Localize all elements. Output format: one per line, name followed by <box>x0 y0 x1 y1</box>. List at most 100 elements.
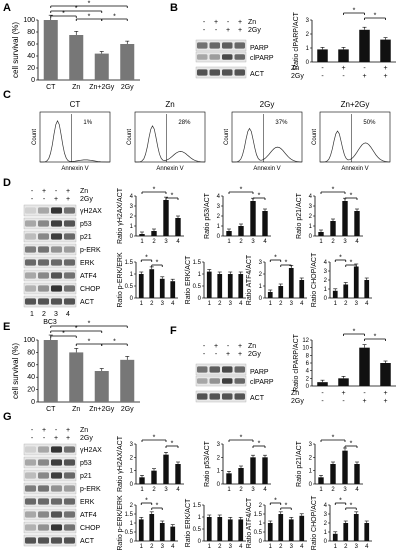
G-xlabel-c5-1: 1 <box>208 544 212 550</box>
D-blot-2-band-3 <box>51 220 62 227</box>
G-bar-c3-1 <box>318 477 324 484</box>
B-parp-band-3 <box>222 42 233 49</box>
B-parp-band-2 <box>209 42 220 49</box>
D-bar-c2-3 <box>250 201 256 236</box>
G-band-label-3: p21 <box>80 473 92 480</box>
D-blot-6-band-2 <box>38 272 49 279</box>
D-bar-c7-3 <box>353 266 359 298</box>
G-bar-c3-3 <box>342 450 348 484</box>
B-chart-sign-2-2: - <box>342 73 345 80</box>
G-sign-2-4: + <box>66 435 70 442</box>
D-bar-c7-2 <box>343 284 349 298</box>
E-bar-e-4 <box>120 359 135 402</box>
F-treat-label-1: Zn <box>248 343 256 350</box>
G-sign-1-4: + <box>66 427 70 434</box>
G-ytick-label-c3-2: 2 <box>309 455 313 461</box>
D-bar-c6-4 <box>299 280 305 298</box>
G-blot-4-membrane <box>23 482 77 495</box>
panel-label-E: E <box>3 321 10 333</box>
F-bar-f-1 <box>317 382 328 386</box>
D-xlabel-c4-4: 4 <box>171 301 175 307</box>
G-blot-7-band-2 <box>38 524 49 531</box>
G-blot-2-band-2 <box>38 459 49 466</box>
A-xlabel-a-3: Zn+2Gy <box>89 84 115 91</box>
B-sign-2-1: - <box>203 27 206 34</box>
A-ytick-label-a-4: 80 <box>27 29 35 36</box>
G-xlabel-c1-1: 1 <box>140 487 144 493</box>
D-sign-2-3: + <box>54 196 58 203</box>
G-blot-2-band-1 <box>25 459 36 466</box>
D-sig-2-a-star: * <box>240 187 243 194</box>
G-bar-c6-4 <box>299 515 305 541</box>
G-ytick-label-c2-0: 0 <box>217 482 221 488</box>
D-bar-c3-2 <box>330 221 336 236</box>
G-blot-5-band-3 <box>51 498 62 505</box>
G-blot-3-membrane <box>23 469 77 482</box>
A-xlabel-a-4: 2Gy <box>121 84 134 91</box>
G-ytick-label-c1-0: 0 <box>130 482 134 488</box>
G-ytick-label-c5-3: 1.5 <box>193 503 202 509</box>
G-band-label-2: p53 <box>80 460 92 467</box>
F-act-band-1 <box>197 393 208 400</box>
G-ytick-label-c4-0: 0 <box>130 539 134 545</box>
D-ytick-label-c5-0: 0 <box>198 296 202 302</box>
G-xlabel-c3-2: 2 <box>331 487 335 493</box>
D-ytick-label-c7-0: 0 <box>324 296 328 302</box>
B-chart-sign-1-4: + <box>383 65 387 72</box>
D-cell-line: BC3 <box>43 319 57 326</box>
D-bar-c1-1 <box>139 234 145 236</box>
C-ylabel-3: Count <box>224 129 230 145</box>
B-parp-membrane <box>195 39 247 52</box>
E-ytick-label-e-1: 20 <box>27 387 35 394</box>
G-blot-7-band-1 <box>25 524 36 531</box>
B-sign-1-3: - <box>227 19 230 26</box>
G-xlabel-c2-3: 3 <box>251 487 255 493</box>
G-blot-8-band-3 <box>51 537 62 544</box>
F-clparp-membrane <box>195 375 247 387</box>
G-xlabel-c3-1: 1 <box>319 487 323 493</box>
G-treat-label-1: Zn <box>80 427 88 434</box>
G-blot-7-band-3 <box>51 524 62 531</box>
G-band-label-7: CHOP <box>80 525 101 532</box>
B-chart-sign-2-3: + <box>362 73 366 80</box>
G-band-label-1: γH2AX <box>80 447 102 454</box>
F-ytick-label-f-1: 2 <box>306 376 310 382</box>
G-ytick-label-c2-2: 2 <box>217 455 221 461</box>
D-blot-7-band-1 <box>25 285 36 292</box>
D-ylabel-c4: Ratio p-ERK/ERK <box>117 252 124 308</box>
D-blot-8-band-1 <box>25 298 36 305</box>
G-blot-6-band-4 <box>64 511 75 518</box>
D-bar-c2-1 <box>226 231 232 236</box>
D-xlabel-c2-2: 2 <box>239 239 243 245</box>
F-sig-2-star: * <box>374 334 377 341</box>
B-act-band-3 <box>222 69 233 76</box>
G-xlabel-c5-3: 3 <box>229 544 233 550</box>
D-ytick-label-c7-3: 3 <box>324 269 328 275</box>
G-blot-6-band-3 <box>51 511 62 518</box>
G-ylabel-c7: Ratio CHOP/ACT <box>311 495 318 550</box>
B-chart-sign-1-1: - <box>321 65 324 72</box>
D-ylabel-c2: Ratio p53/ACT <box>204 192 211 239</box>
G-sign-1-2: + <box>42 427 46 434</box>
C-title-3: 2Gy <box>260 100 275 109</box>
B-clparp-band-2 <box>209 54 220 60</box>
B-sign-1-4: + <box>238 19 242 26</box>
E-xlabel-e-1: CT <box>46 406 56 413</box>
D-blot-4-band-4 <box>64 246 75 253</box>
D-bar-c2-2 <box>238 226 244 236</box>
D-ytick-label-c5-3: 1.5 <box>193 260 202 266</box>
G-blot-4-band-3 <box>51 485 62 492</box>
G-sig-7-a-star: * <box>339 498 342 505</box>
G-ytick-label-c1-3: 3 <box>130 442 134 448</box>
A-sig-4-star: * <box>88 14 91 21</box>
D-sign-1-1: - <box>31 188 34 195</box>
G-blot-5-band-4 <box>64 498 75 505</box>
G-sig-3-a-star: * <box>332 435 335 442</box>
G-bar-c5-1 <box>206 517 212 541</box>
G-sig-4-a-star: * <box>145 498 148 505</box>
C-xlabel-4: Annexin V <box>341 166 368 172</box>
G-xlabel-c4-1: 1 <box>140 544 144 550</box>
G-xlabel-c7-2: 2 <box>344 544 348 550</box>
G-xlabel-c6-4: 4 <box>300 544 304 550</box>
G-blot-3-band-3 <box>51 472 62 479</box>
